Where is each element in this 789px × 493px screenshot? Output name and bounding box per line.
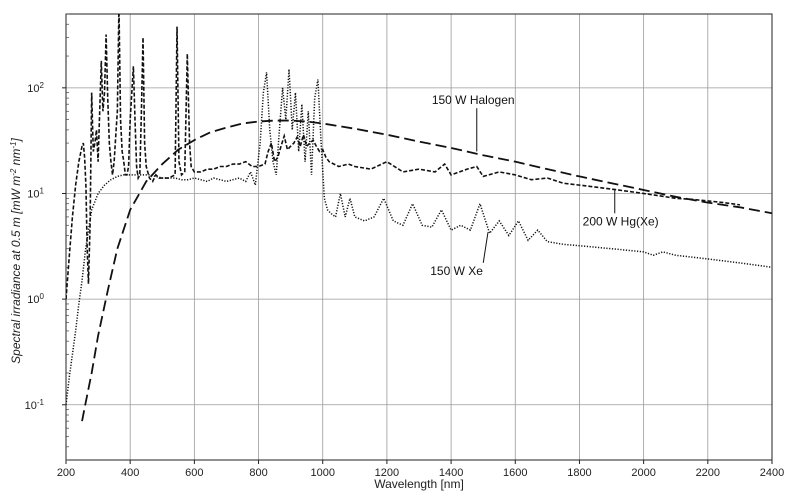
x-tick-label: 800 (249, 467, 267, 479)
annotations: 150 W Halogen 200 W Hg(Xe) 150 W Xe (430, 93, 658, 278)
series (66, 14, 772, 422)
y-axis-title-end: ] (9, 138, 23, 143)
y-tick-label: 10-1 (25, 397, 45, 412)
y-axis-title-mid: nm (9, 149, 23, 169)
x-tick-label: 1600 (503, 467, 527, 479)
series-line-150-w-halogen (81, 119, 772, 422)
x-axis-title: Wavelength [nm] (374, 477, 464, 491)
x-tick-label: 2400 (760, 467, 784, 479)
y-axis-title-main: Spectral irradiance at 0.5 m [mW m (9, 176, 23, 364)
label-200-w-hg-xe: 200 W Hg(Xe) (583, 214, 659, 228)
series-line-150-w-xe (66, 69, 772, 405)
y-axis-title-sup1: -2 (9, 168, 18, 176)
leader-150-w-xe (482, 232, 489, 263)
y-tick-label: 100 (27, 292, 44, 307)
grid (65, 14, 773, 460)
y-axis-title: Spectral irradiance at 0.5 m [mW m-2 nm-… (9, 138, 24, 364)
x-axis: 200 400 600 800 1000 1200 1400 1600 1800 2000 2200… (57, 460, 784, 479)
y-axis: 10-1 100 101 102 (25, 13, 69, 461)
x-tick-label: 400 (121, 467, 139, 479)
y-tick-label: 102 (27, 80, 44, 95)
x-tick-label: 1800 (567, 467, 591, 479)
x-tick-label: 600 (185, 467, 203, 479)
x-tick-label: 2000 (631, 467, 655, 479)
x-tick-label: 200 (57, 467, 75, 479)
plot-frame (65, 13, 773, 461)
x-tick-label: 1200 (375, 467, 399, 479)
y-axis-title-sup2: -1 (9, 142, 18, 149)
x-tick-label: 1400 (439, 467, 463, 479)
x-tick-label: 2200 (696, 467, 720, 479)
label-150-w-xe: 150 W Xe (430, 264, 483, 278)
x-tick-label: 1000 (310, 467, 334, 479)
series-line-200-w-hg-xe (66, 14, 741, 300)
label-150-w-halogen: 150 W Halogen (432, 93, 515, 107)
y-tick-label: 101 (27, 186, 44, 201)
